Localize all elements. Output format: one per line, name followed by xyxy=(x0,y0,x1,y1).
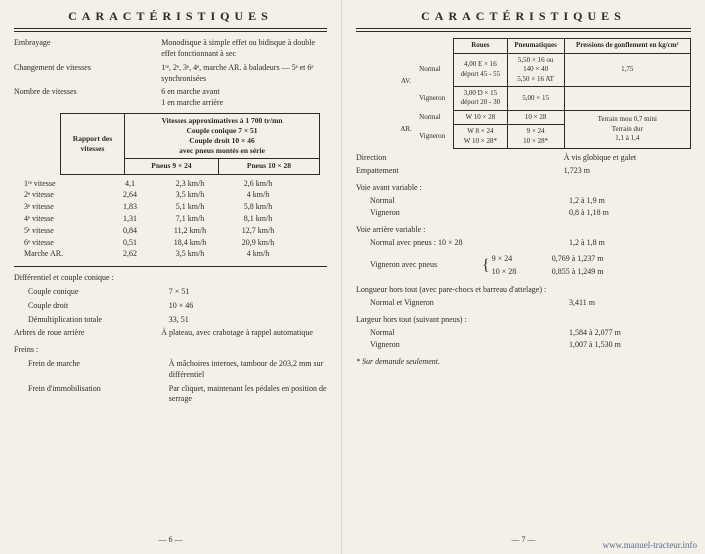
gear-row: Marche AR.2,623,5 km/h4 km/h xyxy=(14,249,327,260)
larg-vign: Vigneron1,007 à 1,530 m xyxy=(356,340,691,351)
vav-vign: Vigneron0,8 à 1,18 m xyxy=(356,208,691,219)
spec-frein-marche: Frein de marcheÀ mâchoires internes, tam… xyxy=(14,359,327,381)
page-left: CARACTÉRISTIQUES Embrayage Monodisque à … xyxy=(0,0,342,554)
spec-arbres: Arbres de roue arrièreÀ plateau, avec cr… xyxy=(14,328,327,339)
th-roues: Roues xyxy=(454,39,508,53)
gear-table: Rapport des vitesses Vitesses approximat… xyxy=(60,113,320,175)
larg-head: Largeur hors tout (suivant pneus) : xyxy=(356,315,691,326)
page-title-right: CARACTÉRISTIQUES xyxy=(356,8,691,24)
ar-label: AR. xyxy=(396,110,416,148)
av-label: AV. xyxy=(396,53,416,110)
th-p1: Pneus 9 × 24 xyxy=(125,159,219,174)
spec-dem: Démultiplication totale33, 51 xyxy=(14,315,327,326)
th-rapport: Rapport des vitesses xyxy=(61,113,125,174)
long-head: Longueur hors tout (avec pare-chocs et b… xyxy=(356,285,691,296)
page-number-left: — 6 — xyxy=(0,535,341,546)
larg-normal: Normal1,584 à 2,077 m xyxy=(356,328,691,339)
spec-direction: DirectionÀ vis globique et galet xyxy=(356,153,691,164)
av-vign: Vigneron xyxy=(416,86,453,110)
gear-row: 2ᵉ vitesse2,643,5 km/h4 km/h xyxy=(14,190,327,201)
rule xyxy=(356,31,691,32)
page-right: CARACTÉRISTIQUES Roues Pneumatiques Pres… xyxy=(342,0,705,554)
rule xyxy=(14,31,327,32)
vav-normal: Normal1,2 à 1,9 m xyxy=(356,196,691,207)
spec-empattement: Empattement1,723 m xyxy=(356,166,691,177)
spec-cd: Couple droit10 × 46 xyxy=(14,301,327,312)
gear-row: 1ʳᵉ vitesse4,12,3 km/h2,6 km/h xyxy=(14,179,327,190)
spec-frein-imm: Frein d'immobilisationPar cliquet, maint… xyxy=(14,384,327,406)
spec-nbvit: Nombre de vitesses 6 en marche avant 1 e… xyxy=(14,87,327,109)
vav-head: Voie avant variable : xyxy=(356,183,691,194)
spec-chvit: Changement de vitesses 1ʳᵉ, 2ᵉ, 3ᵉ, 4ᵉ, … xyxy=(14,63,327,85)
page-title-left: CARACTÉRISTIQUES xyxy=(14,8,327,24)
gear-row: 5ᵉ vitesse0,8411,2 km/h12,7 km/h xyxy=(14,226,327,237)
var-head: Voie arrière variable : xyxy=(356,225,691,236)
ar-vign: Vigneron xyxy=(416,125,453,149)
av-normal: Normal xyxy=(416,53,453,86)
spec-embrayage: Embrayage Monodisque à simple effet ou b… xyxy=(14,38,327,60)
brace-icon: { xyxy=(480,255,492,277)
rule xyxy=(14,266,327,267)
long-row: Normal et Vigneron3,411 m xyxy=(356,298,691,309)
freins-head: Freins : xyxy=(14,345,327,356)
th-press: Pressions de gonflement en kg/cm² xyxy=(564,39,690,53)
gear-rows: 1ʳᵉ vitesse4,12,3 km/h2,6 km/h 2ᵉ vitess… xyxy=(14,179,327,261)
var-vign: Vigneron avec pneus { 9 × 240,769 à 1,23… xyxy=(356,252,691,280)
gear-row: 3ᵉ vitesse1,835,1 km/h5,8 km/h xyxy=(14,202,327,213)
footnote: * Sur demande seulement. xyxy=(356,357,691,368)
gear-row: 4ᵉ vitesse1,317,1 km/h8,1 km/h xyxy=(14,214,327,225)
rule xyxy=(356,28,691,29)
th-pneu: Pneumatiques xyxy=(507,39,564,53)
ar-normal: Normal xyxy=(416,110,453,124)
th-p2: Pneus 10 × 28 xyxy=(218,159,319,174)
th-top: Vitesses approximatives à 1 700 tr/mn Co… xyxy=(125,113,320,159)
watermark: www.manuel-tracteur.info xyxy=(603,540,697,550)
gear-row: 6ᵉ vitesse0,5118,4 km/h20,9 km/h xyxy=(14,238,327,249)
rule xyxy=(14,28,327,29)
tire-table: Roues Pneumatiques Pressions de gonfleme… xyxy=(396,38,691,149)
spec-cc: Couple conique7 × 51 xyxy=(14,287,327,298)
diff-head: Différentiel et couple conique : xyxy=(14,273,327,284)
var-normal: Normal avec pneus : 10 × 281,2 à 1,8 m xyxy=(356,238,691,249)
